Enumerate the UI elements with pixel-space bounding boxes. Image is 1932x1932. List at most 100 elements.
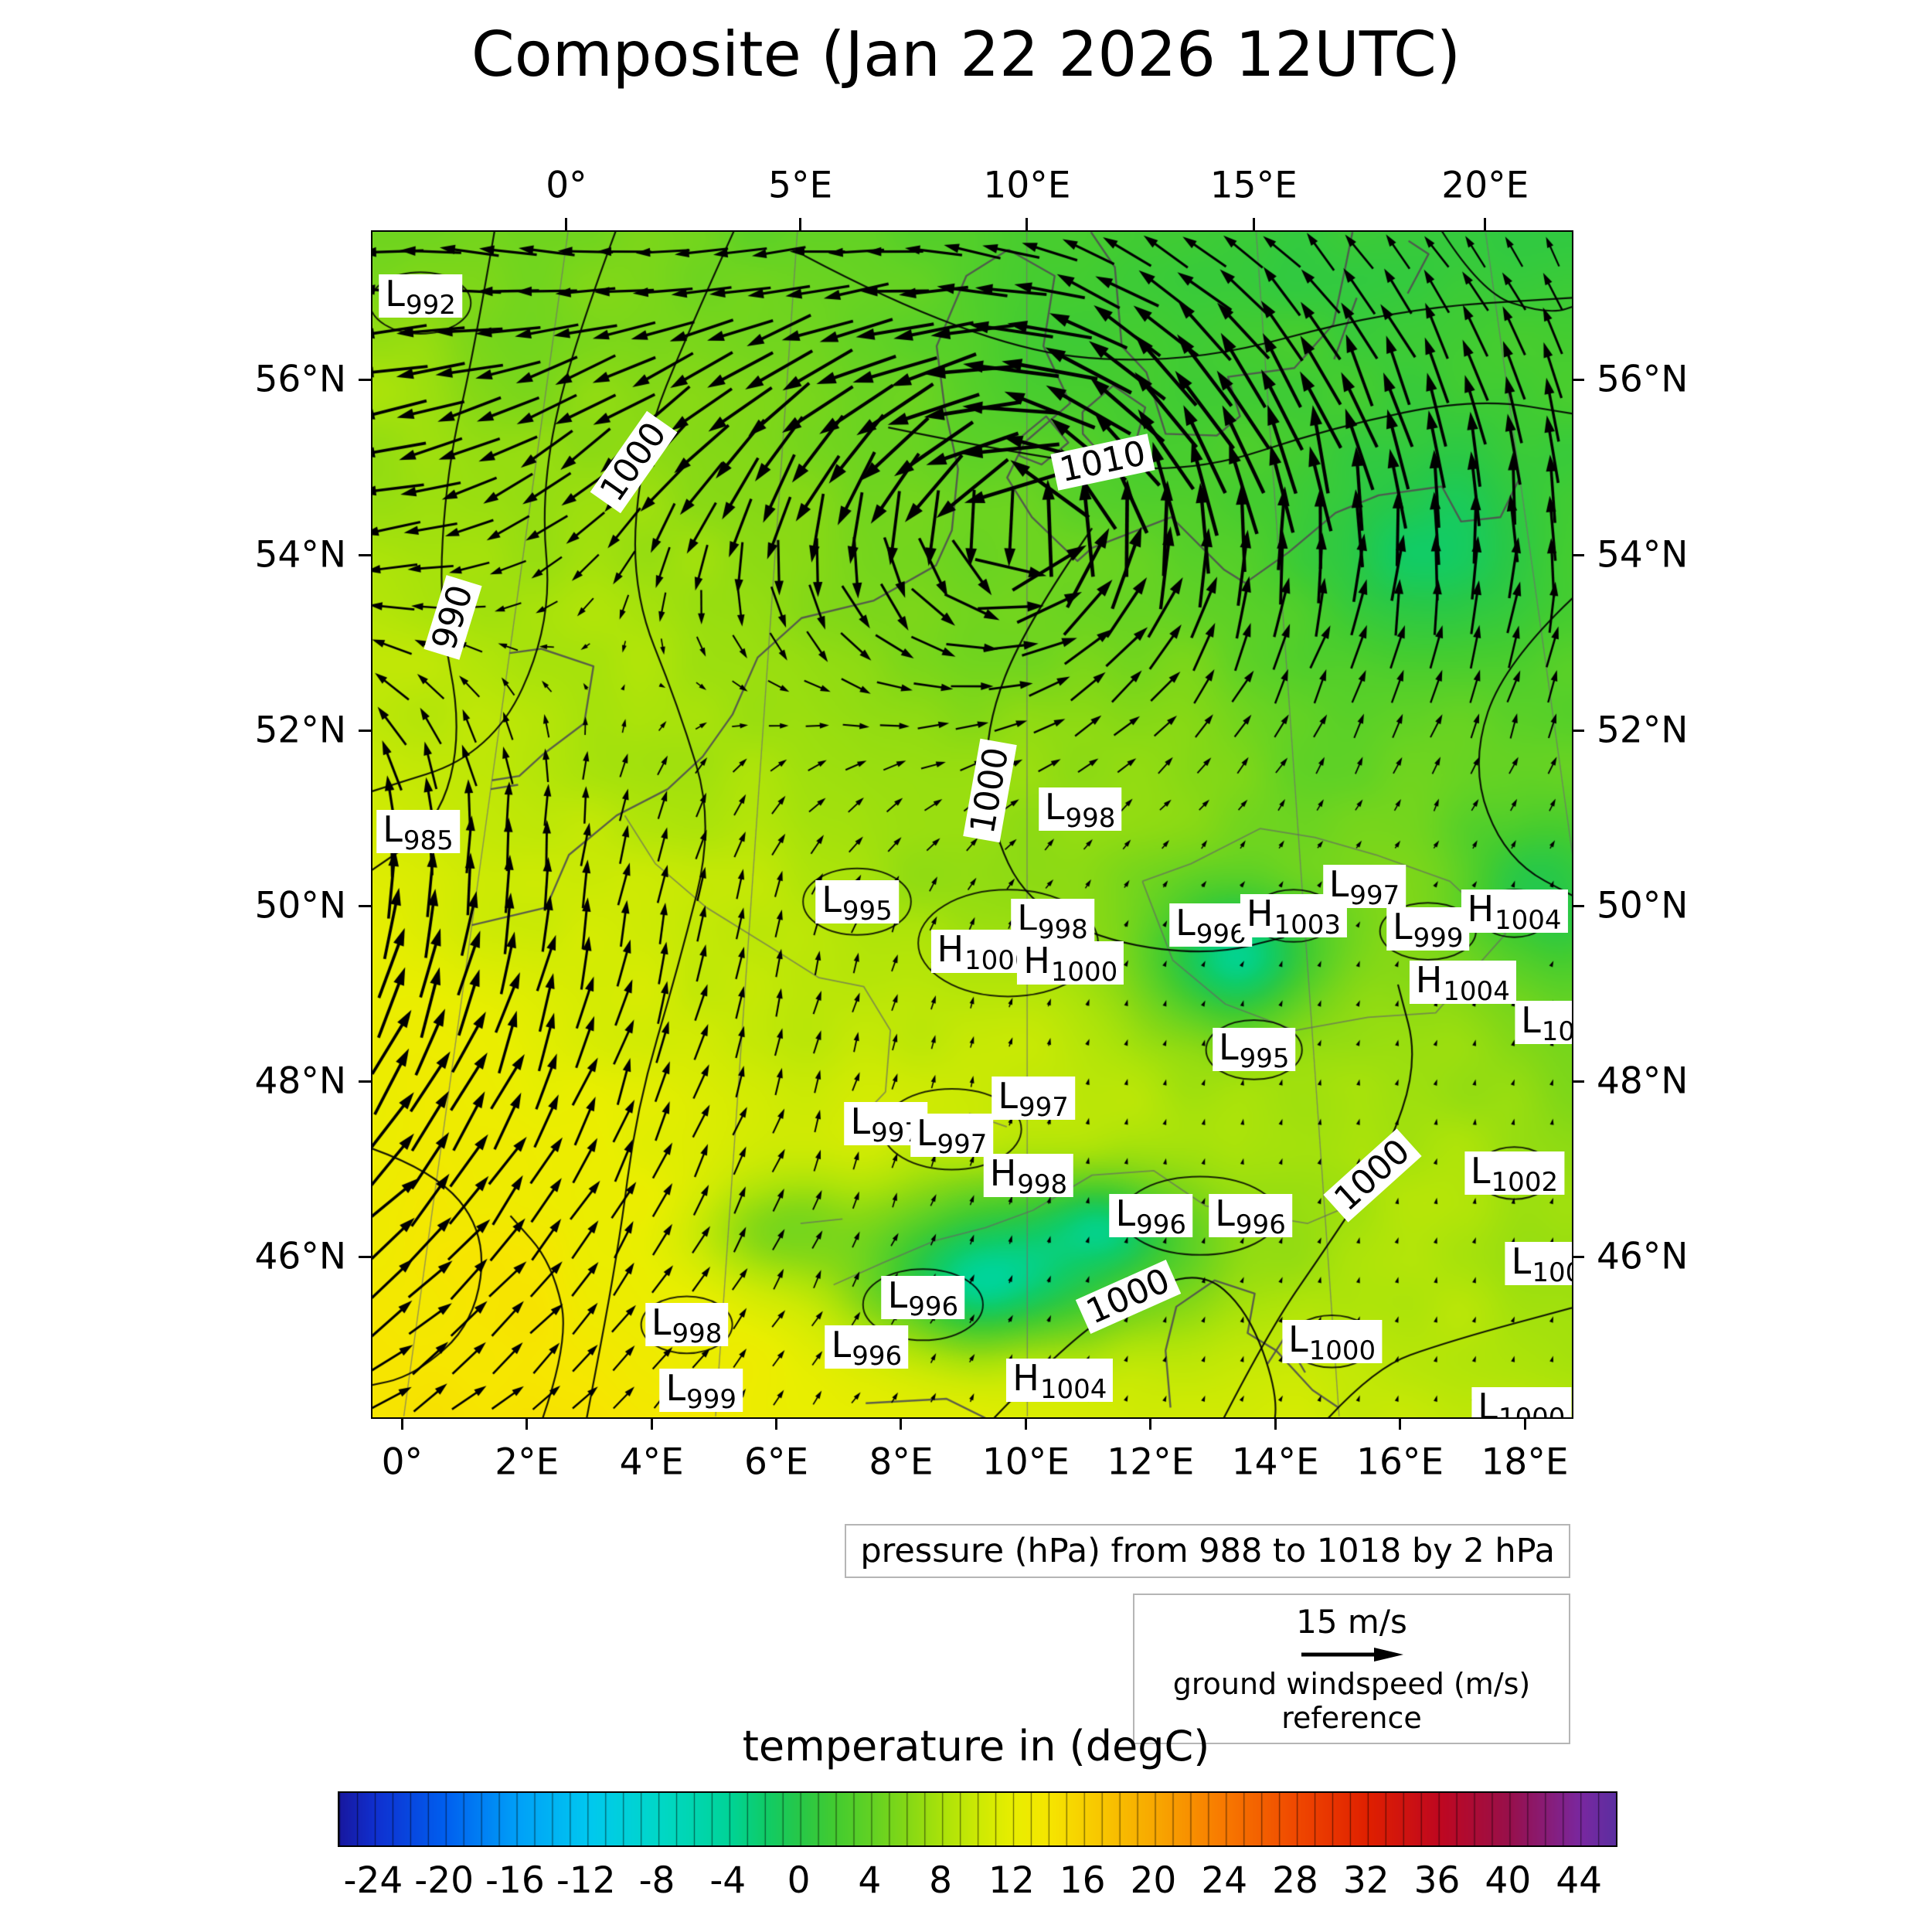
axis-tick [650, 1417, 653, 1430]
axis-tick-label: 15°E [1209, 164, 1298, 207]
pressure-center-label: L996 [1169, 903, 1253, 947]
pressure-center-label: L995 [815, 879, 899, 924]
axis-tick-label: 14°E [1231, 1440, 1319, 1484]
axis-tick [1572, 1255, 1584, 1258]
axis-tick [1572, 904, 1584, 907]
axis-tick [1252, 218, 1255, 230]
pressure-center-label: L996 [881, 1276, 965, 1320]
axis-tick [799, 218, 802, 230]
pressure-center-label: L995 [1212, 1028, 1296, 1072]
pressure-center-label: L992 [379, 274, 462, 318]
axis-tick [1026, 218, 1029, 230]
colorbar-tick-label: 32 [1342, 1859, 1389, 1902]
axis-tick-label: 10°E [983, 164, 1071, 207]
axis-tick-label: 56°N [1597, 358, 1689, 401]
pressure-center-label: L998 [645, 1303, 729, 1347]
pressure-center-label: L1000 [1471, 1387, 1572, 1417]
colorbar-tick-label: -12 [556, 1859, 616, 1902]
colorbar-tick-label: 12 [988, 1859, 1035, 1902]
axis-tick [359, 553, 371, 556]
wind-reference-caption: ground windspeed (m/s) reference [1172, 1667, 1531, 1735]
pressure-center-label: H998 [983, 1154, 1074, 1198]
axis-tick [1399, 1417, 1402, 1430]
axis-tick [1572, 378, 1584, 381]
colorbar-title: temperature in (degC) [742, 1722, 1210, 1770]
pressure-center-label: L1002 [1464, 1151, 1565, 1196]
pressure-center-label: L997 [910, 1113, 994, 1158]
colorbar-tick-label: 24 [1201, 1859, 1248, 1902]
pressure-center-label: L1004 [1505, 1241, 1572, 1286]
axis-tick-label: 52°N [1597, 709, 1689, 752]
isobar-label: 1000 [1323, 1128, 1422, 1223]
pressure-center-label: L997 [992, 1077, 1075, 1121]
axis-tick-label: 52°N [254, 709, 346, 752]
axis-tick [1274, 1417, 1277, 1430]
pressure-center-label: H1000 [1017, 941, 1124, 985]
axis-tick-label: 20°E [1441, 164, 1529, 207]
colorbar-tick-label: 8 [929, 1859, 953, 1902]
map-panel: L992 L985 L995 L998 L998 H1000 H1000 L996 H1003 L… [371, 230, 1573, 1419]
colorbar-tick-label: 4 [858, 1859, 882, 1902]
colorbar-tick-label: 0 [787, 1859, 811, 1902]
axis-tick-label: 46°N [1597, 1235, 1689, 1278]
colorbar-tick-label: 28 [1272, 1859, 1318, 1902]
axis-tick [359, 1080, 371, 1083]
pressure-center-label: L1004 [1515, 1001, 1572, 1045]
isobar-label: 1000 [963, 738, 1018, 842]
axis-tick-label: 18°E [1481, 1440, 1569, 1484]
axis-tick-label: 10°E [981, 1440, 1070, 1484]
isobar-label: 1000 [590, 410, 678, 513]
pressure-center-label: H1004 [1006, 1359, 1114, 1403]
axis-tick [359, 1255, 371, 1258]
pressure-center-label: H1004 [1409, 961, 1516, 1005]
isobar-label: 990 [423, 574, 482, 660]
axis-tick-label: 54°N [254, 533, 346, 577]
axis-tick-label: 2°E [495, 1440, 560, 1484]
axis-tick-label: 5°E [768, 164, 833, 207]
axis-tick [1572, 1080, 1584, 1083]
axis-tick [900, 1417, 903, 1430]
pressure-center-label: L996 [1209, 1194, 1292, 1238]
axis-tick-label: 50°N [1597, 884, 1689, 927]
axis-tick [565, 218, 568, 230]
colorbar-tick-label: 36 [1413, 1859, 1461, 1902]
isobar-label: 1010 [1050, 434, 1155, 491]
colorbar-tick-label: 16 [1059, 1859, 1106, 1902]
pressure-center-label: L997 [1322, 864, 1406, 909]
axis-tick [1523, 1417, 1526, 1430]
axis-tick-label: 4°E [619, 1440, 684, 1484]
axis-tick-label: 16°E [1356, 1440, 1444, 1484]
plot-title: Composite (Jan 22 2026 12UTC) [471, 19, 1461, 90]
pressure-center-label: L985 [376, 810, 460, 854]
axis-tick [400, 1417, 403, 1430]
axis-tick-label: 48°N [1597, 1060, 1689, 1103]
axis-tick-label: 50°N [254, 884, 346, 927]
axis-tick [359, 729, 371, 732]
colorbar-tick-label: 44 [1556, 1859, 1603, 1902]
axis-tick [1024, 1417, 1027, 1430]
axis-tick-label: 0° [381, 1440, 423, 1484]
colorbar-tick-label: -4 [709, 1859, 747, 1902]
axis-tick [775, 1417, 778, 1430]
colorbar-tick-label: 20 [1130, 1859, 1177, 1902]
colorbar-tick-label: -24 [343, 1859, 403, 1902]
axis-tick [1149, 1417, 1152, 1430]
pressure-center-label: L998 [1038, 787, 1122, 832]
isobar-label: 1000 [1075, 1259, 1181, 1334]
axis-tick [1572, 729, 1584, 732]
pressure-center-label: L1000 [1282, 1319, 1383, 1364]
colorbar-tick-label: -16 [485, 1859, 545, 1902]
axis-tick [359, 904, 371, 907]
wind-reference-speed-label: 15 m/s [1296, 1603, 1407, 1641]
wind-reference-legend: 15 m/s ground windspeed (m/s) reference [1133, 1594, 1570, 1744]
pressure-center-label: L999 [1386, 906, 1470, 951]
pressure-range-caption: pressure (hPa) from 988 to 1018 by 2 hPa [845, 1524, 1570, 1578]
axis-tick-label: 56°N [254, 358, 346, 401]
colorbar-tick-label: -8 [638, 1859, 675, 1902]
axis-tick-label: 8°E [869, 1440, 934, 1484]
pressure-center-label: L996 [1109, 1194, 1193, 1238]
colorbar-tick-label: 40 [1485, 1859, 1532, 1902]
axis-tick [526, 1417, 529, 1430]
axis-tick-label: 6°E [744, 1440, 809, 1484]
axis-tick-label: 46°N [254, 1235, 346, 1278]
